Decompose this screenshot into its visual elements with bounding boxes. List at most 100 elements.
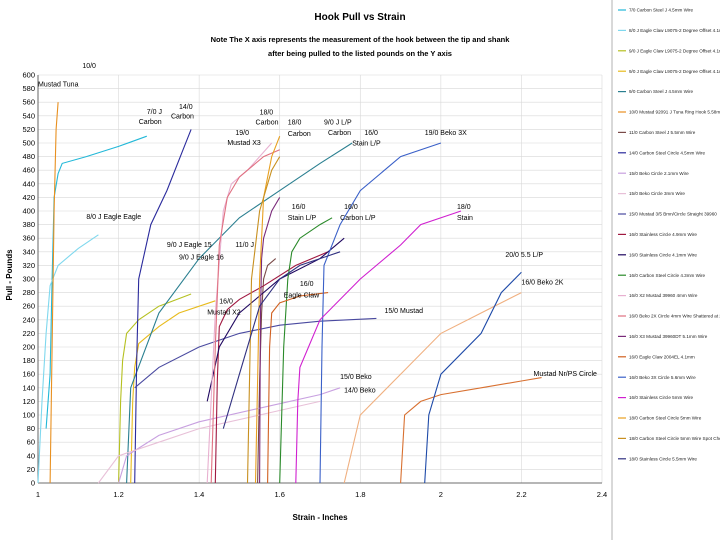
- y-tick-label: 520: [22, 125, 35, 134]
- annotation-label: Carbon: [171, 114, 194, 121]
- annotation-label: Eagle Claw: [284, 292, 320, 299]
- series-line-4: [126, 142, 353, 484]
- x-tick-label: 2: [439, 490, 443, 499]
- x-tick-label: 1.2: [113, 490, 123, 499]
- annotation-label: 11/0 J: [235, 242, 254, 249]
- series-line-13: [279, 217, 333, 484]
- y-tick-label: 260: [22, 302, 35, 311]
- series-line-6: [257, 258, 277, 484]
- legend-entry: 16/0 Beko 3X Circle 5.6mm Wire: [629, 375, 696, 380]
- x-tick-label: 2.2: [516, 490, 526, 499]
- annotation-label: 20/0 5.5 L/P: [505, 252, 543, 259]
- series-line-25: [424, 271, 522, 484]
- legend-entry: 16/0 X3 Mustad 39960DT 5.1mm Wire: [629, 334, 708, 339]
- series-line-19: [295, 210, 462, 484]
- series-line-9: [97, 400, 321, 484]
- y-tick-label: 460: [22, 166, 35, 175]
- legend-entry: 16/0 X2 Mustad 39960 4mm Wire: [629, 293, 698, 298]
- legend-entry: 16/0 Beko 2X Circle 4mm Wire Shattered a…: [629, 314, 720, 319]
- annotation-label: 16/0 Beko 2K: [521, 279, 563, 286]
- series-layer: [37, 102, 542, 484]
- annotation-label: Stain L/P: [352, 141, 381, 148]
- y-axis-label: Pull - Pounds: [5, 249, 14, 301]
- legend-entry: 9/0 J Eagle Claw L9075-2 Degree Offset 4…: [629, 48, 720, 53]
- series-line-24: [400, 377, 542, 484]
- series-line-20: [254, 135, 281, 484]
- y-tick-label: 540: [22, 111, 35, 120]
- y-tick-label: 240: [22, 315, 35, 324]
- annotation-label: Carbon L/P: [340, 215, 376, 222]
- series-line-18: [319, 142, 442, 484]
- chart-note-line-1: Note The X axis represents the measureme…: [211, 35, 511, 44]
- chart-note-line-2: after being pulled to the listed pounds …: [268, 49, 452, 58]
- annotation-label: 19/0: [235, 130, 249, 137]
- annotation-label: Carbon: [328, 130, 351, 137]
- annotation-label: 16/0: [292, 204, 306, 211]
- legend-entry: 16/0 Stainless Circle 5mm Wire: [629, 395, 694, 400]
- annotation-label: 14/0 Beko: [344, 388, 376, 395]
- y-tick-label: 0: [31, 479, 35, 488]
- annotation-label: 10/0: [82, 63, 96, 70]
- y-tick-label: 200: [22, 343, 35, 352]
- legend-entry: 7/0 Carbon Steel J 4.5mm Wire: [629, 8, 694, 13]
- annotation-label: 18/0: [260, 109, 274, 116]
- legend-entry: 9/0 Carbon Steel J 4.5mm Wire: [629, 89, 694, 94]
- annotation-label: 19/0 Beko 3X: [425, 130, 467, 137]
- x-tick-label: 1.8: [355, 490, 365, 499]
- legend-entry: 16/0 Stainless Circle 4.1mm Wire: [629, 252, 697, 257]
- annotation-label: Carbon: [139, 119, 162, 126]
- legend-entry: 15/0 Mustad 3/5 Bmn/Circle Straight 3996…: [629, 212, 717, 217]
- annotation-label: 16/0: [300, 281, 314, 288]
- x-axis-label: Strain - Inches: [292, 513, 348, 522]
- y-tick-label: 140: [22, 383, 35, 392]
- y-tick-label: 480: [22, 152, 35, 161]
- y-tick-label: 40: [27, 451, 35, 460]
- chart-legend: 7/0 Carbon Steel J 4.5mm Wire 8/0 J Eagle…: [618, 8, 720, 461]
- y-tick-label: 340: [22, 247, 35, 256]
- annotation-label: Carbon: [256, 120, 279, 127]
- x-tick-label: 2.4: [597, 490, 607, 499]
- annotation-label: Mustad Nr/PS Circle: [534, 371, 598, 378]
- annotation-label: Mustad X2: [207, 309, 241, 316]
- annotation-label: 7/0 J: [147, 109, 162, 116]
- legend-entry: 18/0 Stainless Circle 5.5mm Wire: [629, 456, 697, 461]
- series-line-11: [214, 251, 329, 484]
- y-tick-label: 20: [27, 465, 35, 474]
- annotation-label: 16/0: [364, 130, 378, 137]
- legend-entry: 18/0 Carbon Steel Circle 5mm Wire: [629, 416, 702, 421]
- annotation-label: Mustad X3: [227, 140, 261, 147]
- y-tick-label: 280: [22, 288, 35, 297]
- y-tick-label: 380: [22, 220, 35, 229]
- annotation-layer: 10/0 Mustad Tuna 7/0 J Carbon 14/0 Carbon 18/0…: [38, 63, 597, 394]
- chart-title: Hook Pull vs Strain: [314, 12, 405, 23]
- annotation-label: 16/0: [219, 298, 233, 305]
- annotation-label: Stain: [457, 215, 473, 222]
- y-tick-label: 440: [22, 179, 35, 188]
- annotation-label: Mustad Tuna: [38, 82, 79, 89]
- annotation-label: 16/0: [344, 204, 358, 211]
- y-tick-label: 360: [22, 234, 35, 243]
- annotation-label: 9/0 J L/P: [324, 120, 352, 127]
- y-tick-label: 160: [22, 370, 35, 379]
- legend-entry: 16/0 Carbon Steel Circle 4.3mm Wire: [629, 273, 706, 278]
- y-tick-label: 300: [22, 275, 35, 284]
- series-line-1: [37, 234, 99, 484]
- y-tick-label: 420: [22, 193, 35, 202]
- series-line-0: [45, 135, 147, 429]
- annotation-label: 14/0: [179, 104, 193, 111]
- y-tick-label: 580: [22, 84, 35, 93]
- y-tick-label: 180: [22, 356, 35, 365]
- annotation-label: 8/0 J Eagle Eagle: [86, 214, 141, 221]
- y-tick-label: 60: [27, 438, 35, 447]
- y-tick-label: 100: [22, 411, 35, 420]
- annotation-label: 18/0: [288, 120, 302, 127]
- legend-entry: 14/0 Carbon Steel Circle 4.5mm Wire: [629, 150, 706, 155]
- y-tick-label: 80: [27, 424, 35, 433]
- series-line-23: [343, 292, 522, 484]
- legend-entry: 16/0 Stainless Circle 4.9mm Wire: [629, 232, 697, 237]
- legend-entry: 8/0 J Eagle Claw L9075-2 Degree Offset 4…: [629, 28, 720, 33]
- legend-entry: 9/0 J Eagle Claw L9075-2 Degree Offset 4…: [629, 69, 720, 74]
- legend-entry: 18/0 Carbon Steel Circle 5mm Wire Spot C…: [629, 436, 720, 441]
